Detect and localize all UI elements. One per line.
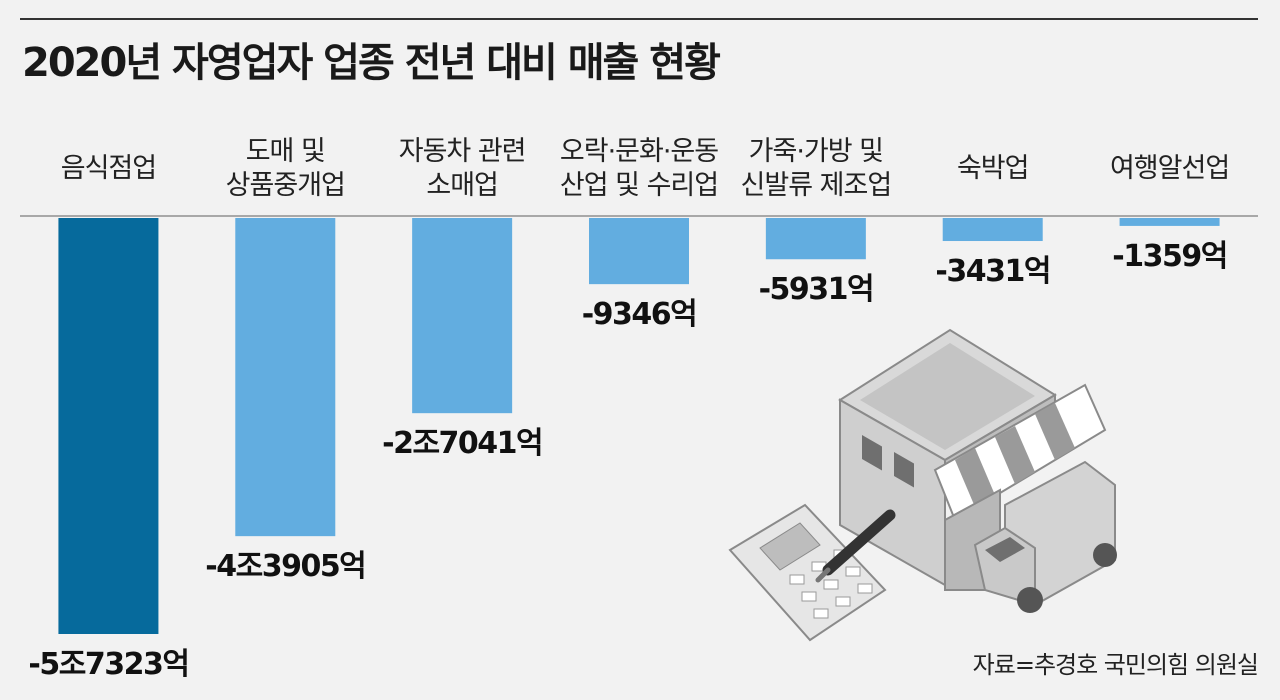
category-label-1-line-1: 상품중개업: [226, 170, 345, 201]
source-note: 자료=추경호 국민의힘 의원실: [972, 651, 1259, 679]
category-label-6-line-0: 여행알선업: [1110, 153, 1229, 184]
store-truck-calculator-illustration: [728, 328, 1117, 642]
bar-6: [1119, 218, 1220, 226]
pen-icon: [815, 509, 896, 583]
bar-3: [589, 218, 689, 285]
category-label-2-line-0: 자동차 관련: [399, 136, 526, 167]
category-label-0-line-0: 음식점업: [61, 153, 156, 184]
category-label-2-line-1: 소매업: [426, 170, 498, 201]
category-labels-group: 음식점업 도매 및 상품중개업 자동차 관련 소매업 오락·문화·운동 산업 및 수리업 가죽…: [61, 136, 1230, 201]
category-label-1-line-0: 도매 및: [246, 136, 325, 167]
category-label-6: 여행알선업: [1110, 153, 1229, 184]
calculator-icon: [728, 503, 887, 642]
category-label-5-line-0: 숙박업: [957, 153, 1029, 184]
category-label-0: 음식점업: [61, 153, 156, 184]
category-label-3-line-0: 오락·문화·운동: [560, 136, 718, 167]
value-label-3: -9346억: [582, 297, 697, 332]
category-label-5: 숙박업: [957, 153, 1029, 184]
category-label-4-line-0: 가죽·가방 및: [749, 136, 883, 167]
value-label-2: -2조7041억: [382, 426, 542, 461]
value-label-1: -4조3905억: [205, 549, 365, 584]
bar-4: [765, 218, 866, 260]
category-label-4-line-1: 신발류 제조업: [741, 170, 892, 201]
truck-icon: [973, 460, 1117, 613]
value-label-4: -5931억: [759, 272, 874, 307]
bar-1: [235, 218, 336, 537]
value-label-6: -1359억: [1112, 239, 1227, 274]
category-label-2: 자동차 관련 소매업: [399, 136, 526, 201]
bars-group: [58, 218, 1220, 634]
bar-2: [412, 218, 513, 414]
value-label-0: -5조7323억: [28, 647, 188, 682]
category-label-4: 가죽·가방 및 신발류 제조업: [741, 136, 892, 201]
top-rule: [20, 18, 1258, 20]
category-label-3-line-1: 산업 및 수리업: [560, 170, 718, 201]
value-label-5: -3431억: [935, 254, 1050, 289]
bar-5: [942, 218, 1043, 242]
bar-0: [58, 218, 159, 634]
value-labels-group: -5조7323억 -4조3905억 -2조7041억 -9346억 -5931억 -343…: [28, 239, 1228, 682]
category-label-1: 도매 및 상품중개업: [226, 136, 345, 201]
chart-title: 2020년 자영업자 업종 전년 대비 매출 현황: [22, 40, 721, 86]
category-label-3: 오락·문화·운동 산업 및 수리업: [560, 136, 718, 201]
